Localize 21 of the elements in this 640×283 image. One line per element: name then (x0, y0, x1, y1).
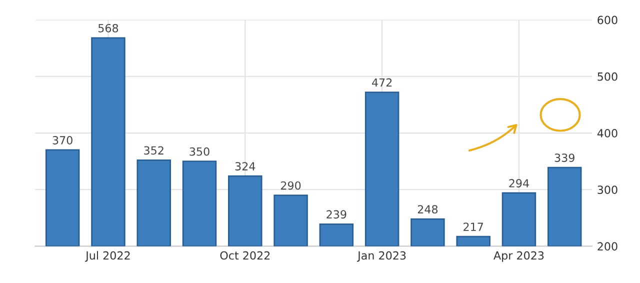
data-label: 370 (52, 136, 72, 144)
data-label: 472 (372, 78, 392, 87)
data-label: 568 (98, 24, 118, 32)
data-label: 290 (280, 181, 301, 190)
data-label: 217 (464, 222, 483, 231)
x-tick-label: Jan 2023 (357, 251, 406, 262)
data-label: 239 (326, 210, 346, 219)
y-tick-label: 200 (598, 242, 618, 251)
data-label: 248 (418, 205, 438, 214)
y-tick-label: 300 (598, 186, 618, 194)
x-tick-label: Jul 2022 (85, 251, 130, 262)
data-label: 294 (509, 179, 529, 188)
data-label: 352 (144, 146, 164, 155)
x-tick-label: Oct 2022 (220, 251, 270, 260)
y-tick-label: 500 (598, 72, 618, 81)
data-label: 324 (235, 162, 256, 170)
x-tick-label: Apr 2023 (494, 251, 544, 262)
y-tick-label: 400 (597, 128, 618, 138)
data-label: 350 (190, 147, 210, 156)
y-tick-label: 600 (598, 16, 618, 24)
data-label: 339 (554, 154, 574, 162)
